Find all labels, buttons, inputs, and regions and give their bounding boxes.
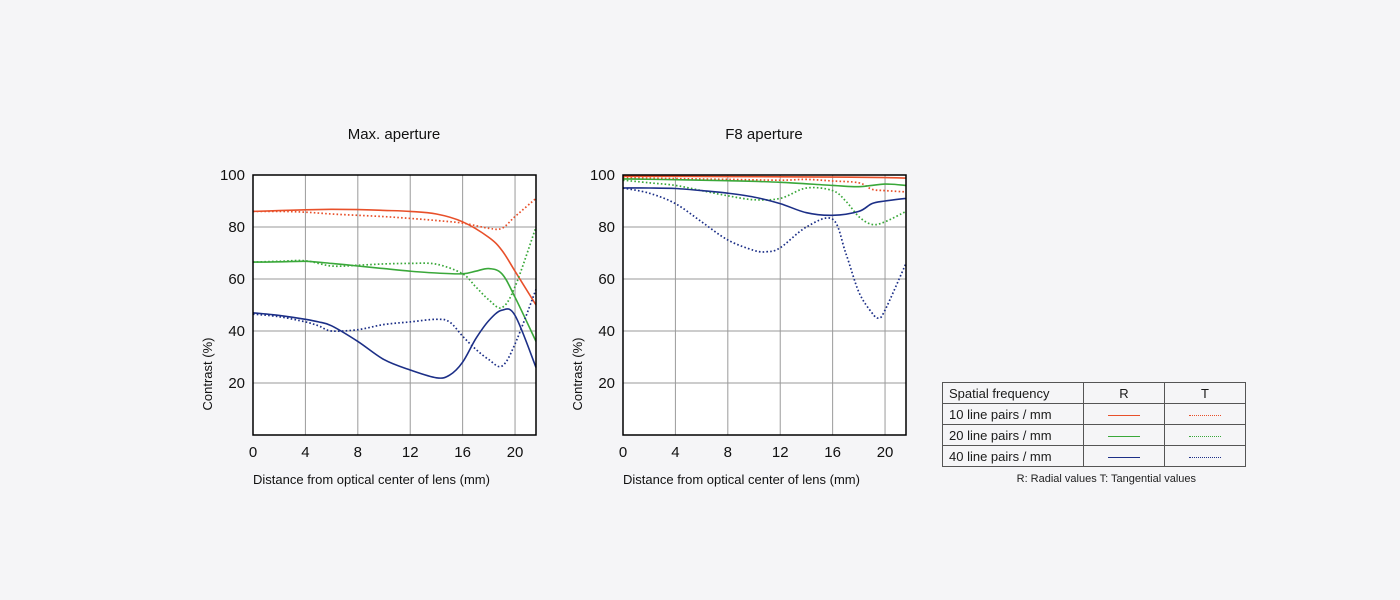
y-axis-label: Contrast (%) xyxy=(570,338,585,411)
legend-row-40: 40 line pairs / mm xyxy=(942,445,1246,467)
legend-row-20: 20 line pairs / mm xyxy=(942,424,1246,446)
x-tick-label: 0 xyxy=(249,444,257,461)
chart-panel-2: 0 4 8 12 16 20 20 40 60 80 100 F8 aperture Distance … xyxy=(570,126,907,487)
radial-line-swatch xyxy=(1108,414,1140,416)
x-tick-label: 16 xyxy=(454,444,471,461)
legend-swatch-cell xyxy=(1083,445,1165,467)
legend-note: R: Radial values T: Tangential values xyxy=(1016,473,1196,485)
y-tick-label: 40 xyxy=(228,323,245,340)
legend-table: Spatial frequency R T 10 line pairs / mm… xyxy=(942,382,1246,467)
legend-row-label: 10 line pairs / mm xyxy=(942,403,1084,425)
legend-row-label: 20 line pairs / mm xyxy=(942,424,1084,446)
series-line xyxy=(622,187,907,319)
legend-swatch-cell xyxy=(1164,424,1246,446)
x-axis-label: Distance from optical center of lens (mm… xyxy=(623,472,860,487)
series-line xyxy=(252,226,537,309)
plot-area xyxy=(623,175,906,435)
y-tick-label: 80 xyxy=(598,219,615,236)
series-line xyxy=(252,308,537,379)
x-tick-label: 20 xyxy=(507,444,524,461)
tangential-line-swatch xyxy=(1189,456,1221,458)
chart-title: F8 aperture xyxy=(725,126,803,143)
y-tick-label: 60 xyxy=(228,271,245,288)
x-tick-label: 12 xyxy=(402,444,419,461)
y-tick-label: 100 xyxy=(590,167,615,184)
chart-title: Max. aperture xyxy=(348,126,441,143)
series-line xyxy=(252,208,537,306)
y-tick-label: 20 xyxy=(228,375,245,392)
x-tick-label: 8 xyxy=(724,444,732,461)
radial-line-swatch xyxy=(1108,435,1140,437)
legend-row-label: 40 line pairs / mm xyxy=(942,445,1084,467)
y-axis-label: Contrast (%) xyxy=(200,338,215,411)
y-tick-label: 100 xyxy=(220,167,245,184)
chart-panel-1: 0 4 8 12 16 20 20 40 60 80 100 Max. aperture Distanc… xyxy=(200,126,537,487)
legend-header-label: Spatial frequency xyxy=(942,382,1084,404)
x-tick-label: 4 xyxy=(671,444,679,461)
series-line xyxy=(622,187,907,217)
legend-swatch-cell xyxy=(1083,403,1165,425)
legend-swatch-cell xyxy=(1164,445,1246,467)
legend-header-row: Spatial frequency R T xyxy=(942,382,1246,404)
legend-header-t: T xyxy=(1164,382,1246,404)
legend-header-r: R xyxy=(1083,382,1165,404)
legend-swatch-cell xyxy=(1164,403,1246,425)
legend-row-10: 10 line pairs / mm xyxy=(942,403,1246,425)
x-tick-label: 20 xyxy=(877,444,894,461)
x-tick-label: 0 xyxy=(619,444,627,461)
x-tick-label: 4 xyxy=(301,444,309,461)
radial-line-swatch xyxy=(1108,456,1140,458)
x-axis-label: Distance from optical center of lens (mm… xyxy=(253,472,490,487)
plot-frame xyxy=(252,174,537,436)
legend-swatch-cell xyxy=(1083,424,1165,446)
tangential-line-swatch xyxy=(1189,435,1221,437)
series-line xyxy=(623,175,907,179)
series-line xyxy=(252,289,537,368)
x-tick-label: 12 xyxy=(772,444,789,461)
y-tick-label: 20 xyxy=(598,375,615,392)
x-tick-label: 16 xyxy=(824,444,841,461)
series-line xyxy=(622,178,907,188)
y-tick-label: 40 xyxy=(598,323,615,340)
y-tick-label: 80 xyxy=(228,219,245,236)
plot-area xyxy=(253,175,536,435)
tangential-line-swatch xyxy=(1189,414,1221,416)
y-tick-label: 60 xyxy=(598,271,615,288)
x-tick-label: 8 xyxy=(354,444,362,461)
plot-frame xyxy=(622,174,907,436)
